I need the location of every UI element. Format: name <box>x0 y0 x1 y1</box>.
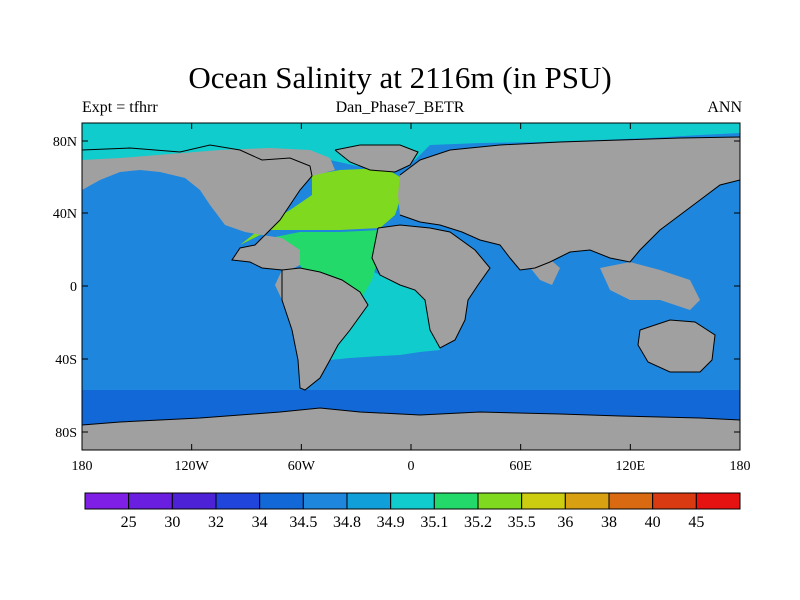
y-axis: 80N 40N 0 40S 80S <box>53 135 740 441</box>
colorbar-label: 40 <box>645 514 661 531</box>
y-tick-label: 40N <box>53 207 77 222</box>
x-tick-label: 60E <box>509 459 532 474</box>
colorbar-label: 30 <box>164 514 180 531</box>
colorbar-swatch <box>215 492 261 510</box>
coastline-antarctica <box>82 407 740 426</box>
coastline-greenland <box>334 144 419 173</box>
colorbar-label: 32 <box>208 514 224 531</box>
x-tick-label: 180 <box>72 459 93 474</box>
experiment-label: Expt = tfhrr <box>82 99 158 116</box>
x-tick-label: 180 <box>730 459 751 474</box>
colorbar-swatch <box>390 492 435 510</box>
y-tick-label: 40S <box>55 353 77 368</box>
coastline-africa <box>371 224 491 349</box>
colorbar-swatch <box>608 492 654 510</box>
colorbar-swatch <box>433 492 479 510</box>
x-axis: 180 120W 60W 0 60E 120E 180 <box>72 123 751 474</box>
colorbar-label: 36 <box>557 514 573 531</box>
colorbar-label: 38 <box>601 514 617 531</box>
colorbar-swatch <box>695 492 741 510</box>
north-america <box>82 148 335 270</box>
x-tick-label: 60W <box>288 459 316 474</box>
colorbar-swatch <box>346 492 392 510</box>
greenland <box>335 145 418 172</box>
colorbar-label: 34 <box>252 514 268 531</box>
coastline-north-america <box>82 144 313 271</box>
colorbar: 25 30 32 34 34.5 34.8 34.9 35.1 35.2 35.5 36 38 40 45 <box>84 492 741 531</box>
africa <box>372 225 490 348</box>
colorbar-swatch <box>302 492 348 510</box>
x-tick-label: 120E <box>616 459 646 474</box>
colorbar-label: 34.8 <box>333 514 361 531</box>
maritime-continent <box>600 262 700 310</box>
colorbar-label: 35.5 <box>508 514 536 531</box>
colorbar-swatch <box>652 492 697 510</box>
australia <box>638 320 715 372</box>
colorbar-label: 34.5 <box>289 514 317 531</box>
map-subtitle: Dan_Phase7_BETR <box>335 99 465 116</box>
land-masses <box>82 137 740 450</box>
colorbar-label: 35.1 <box>420 514 448 531</box>
x-tick-label: 120W <box>175 459 210 474</box>
colorbar-swatch <box>477 492 523 510</box>
coastline-asia-east <box>399 179 740 271</box>
coastline-australia <box>637 319 716 373</box>
coastline-eurasia <box>399 136 740 176</box>
colorbar-swatch <box>564 492 610 510</box>
antarctica <box>82 408 740 450</box>
arctic-ocean <box>82 123 740 170</box>
coastline-south-america <box>281 267 369 391</box>
india <box>520 250 560 285</box>
season-label: ANN <box>707 99 742 116</box>
x-tick-label: 0 <box>408 459 415 474</box>
colorbar-swatch <box>171 492 217 510</box>
colorbar-label: 35.2 <box>464 514 492 531</box>
colorbar-swatch <box>128 492 173 510</box>
colorbar-swatch <box>84 492 130 510</box>
coastlines <box>82 136 740 426</box>
map-title: Ocean Salinity at 2116m (in PSU) <box>188 60 612 95</box>
y-tick-label: 0 <box>70 280 77 295</box>
colorbar-label: 34.9 <box>377 514 405 531</box>
colorbar-swatch <box>259 492 304 510</box>
north-atlantic <box>240 168 405 245</box>
colorbar-swatch <box>521 492 566 510</box>
eurasia <box>398 137 740 270</box>
colorbar-label: 45 <box>688 514 704 531</box>
colorbar-label: 25 <box>121 514 137 531</box>
y-tick-label: 80S <box>55 426 77 441</box>
y-tick-label: 80N <box>53 135 77 150</box>
